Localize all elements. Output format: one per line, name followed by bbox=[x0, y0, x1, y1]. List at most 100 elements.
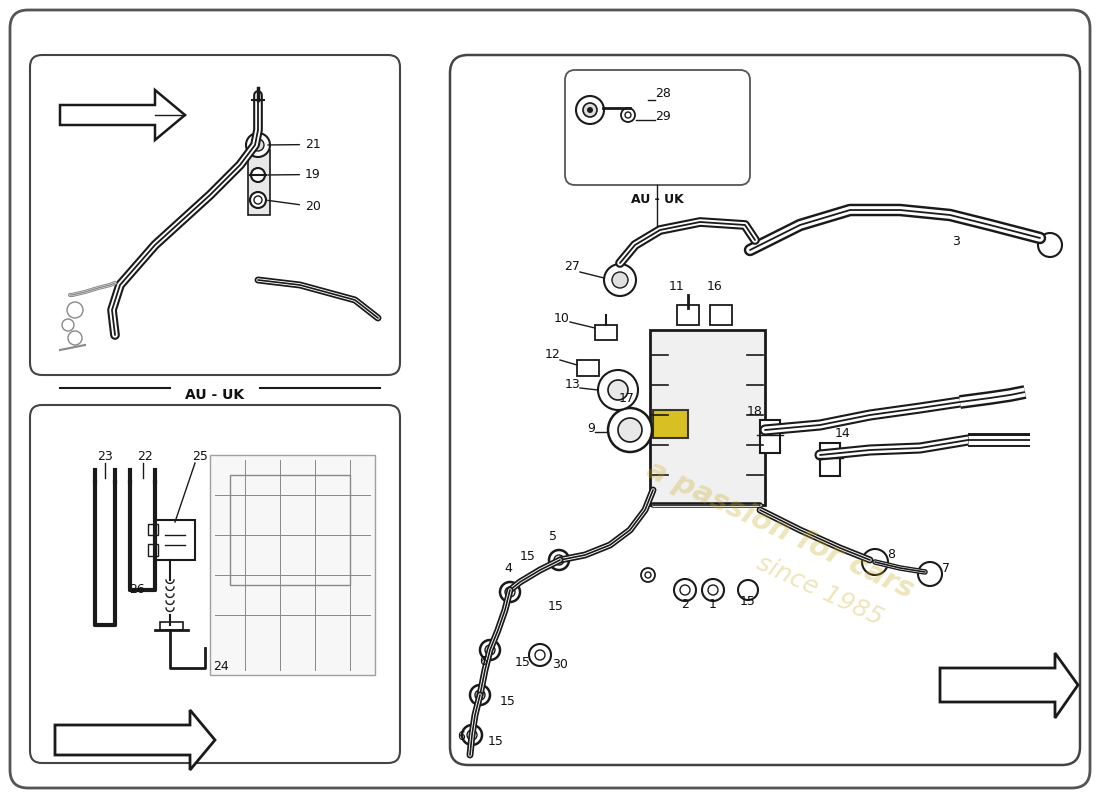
Text: AU - UK: AU - UK bbox=[186, 388, 244, 402]
Circle shape bbox=[608, 380, 628, 400]
Circle shape bbox=[468, 730, 477, 740]
Circle shape bbox=[62, 319, 74, 331]
Circle shape bbox=[604, 264, 636, 296]
Circle shape bbox=[251, 168, 265, 182]
Text: 4: 4 bbox=[504, 562, 512, 575]
Polygon shape bbox=[248, 150, 270, 215]
Circle shape bbox=[1038, 233, 1061, 257]
Circle shape bbox=[529, 644, 551, 666]
Text: 29: 29 bbox=[654, 110, 671, 123]
Text: 15: 15 bbox=[515, 656, 531, 669]
Text: 18: 18 bbox=[747, 405, 763, 418]
Circle shape bbox=[583, 103, 597, 117]
Circle shape bbox=[576, 96, 604, 124]
Text: 20: 20 bbox=[267, 200, 321, 213]
FancyBboxPatch shape bbox=[565, 70, 750, 185]
Polygon shape bbox=[155, 520, 195, 560]
Text: 3: 3 bbox=[952, 235, 960, 248]
Text: 5: 5 bbox=[549, 530, 557, 543]
Text: 2: 2 bbox=[681, 598, 689, 611]
FancyBboxPatch shape bbox=[30, 55, 400, 375]
Polygon shape bbox=[650, 330, 764, 505]
Text: 30: 30 bbox=[552, 658, 568, 671]
Circle shape bbox=[598, 370, 638, 410]
Text: 9: 9 bbox=[587, 422, 595, 435]
Polygon shape bbox=[160, 622, 183, 630]
Text: 10: 10 bbox=[554, 312, 570, 325]
Text: 15: 15 bbox=[548, 600, 564, 613]
Circle shape bbox=[254, 196, 262, 204]
Circle shape bbox=[680, 585, 690, 595]
Text: 25: 25 bbox=[192, 450, 208, 463]
Circle shape bbox=[505, 587, 515, 597]
Circle shape bbox=[68, 331, 82, 345]
Circle shape bbox=[250, 192, 266, 208]
Polygon shape bbox=[55, 710, 215, 770]
FancyBboxPatch shape bbox=[450, 55, 1080, 765]
Polygon shape bbox=[60, 90, 185, 140]
Circle shape bbox=[702, 579, 724, 601]
Circle shape bbox=[641, 568, 654, 582]
Text: AU - UK: AU - UK bbox=[630, 193, 683, 206]
Circle shape bbox=[862, 549, 888, 575]
Circle shape bbox=[618, 418, 642, 442]
Circle shape bbox=[252, 139, 264, 151]
Circle shape bbox=[475, 690, 485, 700]
Circle shape bbox=[535, 650, 544, 660]
Text: 24: 24 bbox=[213, 660, 229, 673]
Circle shape bbox=[246, 133, 270, 157]
Text: 22: 22 bbox=[138, 450, 153, 463]
Text: 16: 16 bbox=[707, 280, 723, 293]
Text: 13: 13 bbox=[564, 378, 580, 391]
Circle shape bbox=[485, 645, 495, 655]
Circle shape bbox=[462, 725, 482, 745]
Text: 21: 21 bbox=[267, 138, 321, 151]
Circle shape bbox=[587, 107, 593, 113]
Text: 8: 8 bbox=[887, 548, 895, 561]
Text: 19: 19 bbox=[267, 168, 321, 181]
Circle shape bbox=[554, 555, 564, 565]
Polygon shape bbox=[210, 455, 375, 675]
Polygon shape bbox=[760, 420, 780, 453]
Circle shape bbox=[612, 272, 628, 288]
Text: 28: 28 bbox=[654, 87, 671, 100]
Text: 23: 23 bbox=[97, 450, 113, 463]
Text: a passion for cars: a passion for cars bbox=[642, 456, 918, 604]
Bar bbox=[653, 410, 688, 438]
Bar bbox=[578, 360, 600, 376]
Bar bbox=[676, 305, 698, 325]
Circle shape bbox=[621, 108, 635, 122]
Circle shape bbox=[645, 572, 651, 578]
Circle shape bbox=[918, 562, 942, 586]
Text: 7: 7 bbox=[942, 562, 950, 575]
FancyBboxPatch shape bbox=[10, 10, 1090, 788]
Text: 12: 12 bbox=[544, 348, 560, 361]
Polygon shape bbox=[148, 524, 158, 535]
Polygon shape bbox=[940, 653, 1078, 718]
Circle shape bbox=[608, 408, 652, 452]
Circle shape bbox=[708, 585, 718, 595]
Text: 6: 6 bbox=[480, 655, 487, 668]
Circle shape bbox=[67, 302, 82, 318]
Circle shape bbox=[674, 579, 696, 601]
FancyBboxPatch shape bbox=[30, 405, 400, 763]
Circle shape bbox=[625, 112, 631, 118]
Text: 11: 11 bbox=[669, 280, 685, 293]
Circle shape bbox=[549, 550, 569, 570]
Text: 17: 17 bbox=[619, 392, 635, 405]
Polygon shape bbox=[595, 325, 617, 340]
Text: 1: 1 bbox=[710, 598, 717, 611]
Text: 27: 27 bbox=[564, 260, 580, 273]
Circle shape bbox=[480, 640, 501, 660]
Polygon shape bbox=[820, 443, 840, 476]
Text: 15: 15 bbox=[500, 695, 516, 708]
Text: 14: 14 bbox=[835, 427, 850, 440]
Circle shape bbox=[470, 685, 490, 705]
Text: 15: 15 bbox=[520, 550, 536, 563]
Circle shape bbox=[500, 582, 520, 602]
Text: since 1985: since 1985 bbox=[754, 550, 887, 630]
Text: 15: 15 bbox=[488, 735, 504, 748]
Text: 6: 6 bbox=[458, 730, 465, 743]
Bar bbox=[710, 305, 732, 325]
Text: 26: 26 bbox=[130, 583, 145, 596]
